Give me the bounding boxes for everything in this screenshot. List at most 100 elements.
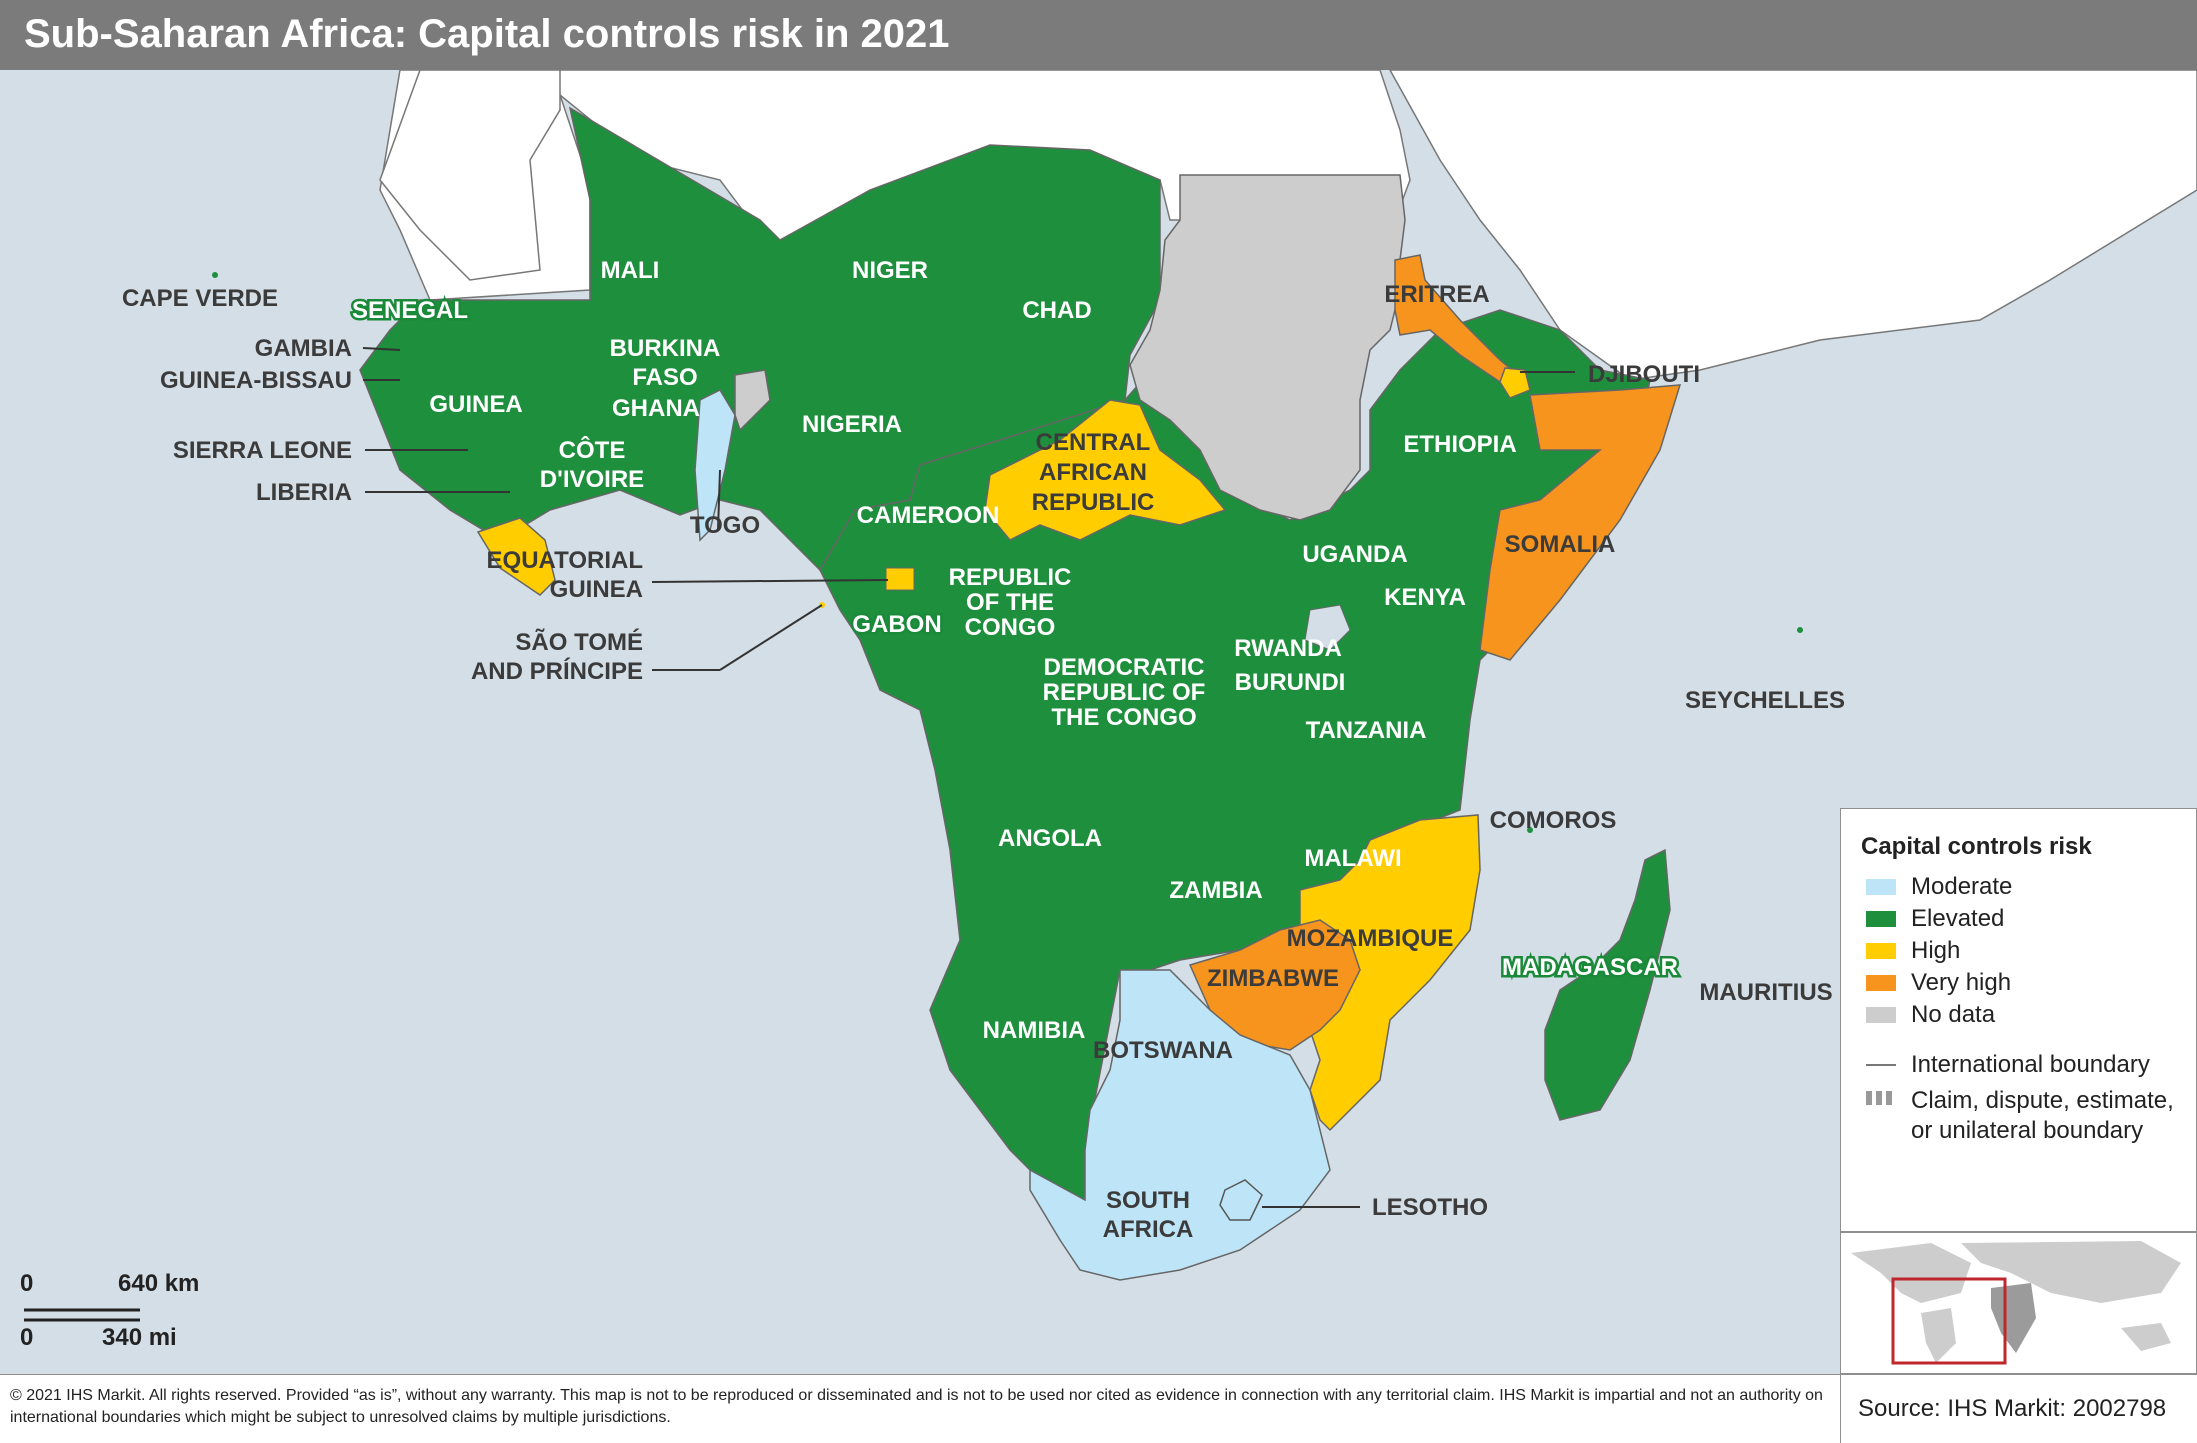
label-drc-1: DEMOCRATIC (1044, 654, 1205, 681)
label-madagascar: MADAGASCAR (1502, 954, 1678, 981)
legend-swatch (1866, 1007, 1896, 1023)
label-gabon: GABON (852, 611, 941, 638)
inset-africa (1991, 1283, 2036, 1353)
source-text: Source: IHS Markit: 2002798 (1858, 1395, 2167, 1422)
label-niger: NIGER (852, 257, 928, 284)
inset-eurasia (1961, 1241, 2181, 1303)
label-zambia: ZAMBIA (1169, 877, 1262, 904)
label-roc-1: REPUBLIC (949, 564, 1072, 591)
legend-title: Capital controls risk (1861, 833, 2092, 860)
label-mali: MALI (601, 257, 660, 284)
label-comoros: COMOROS (1490, 807, 1617, 834)
label-roc-2: OF THE (966, 589, 1054, 616)
leader-lines (362, 347, 1575, 1208)
region-liberia[interactable] (476, 517, 556, 596)
legend-swatch (1866, 943, 1896, 959)
label-togo: TOGO (690, 512, 760, 539)
arabia-land (1389, 70, 2197, 381)
label-eq-guinea-2: GUINEA (550, 576, 643, 603)
title-bar: Sub-Saharan Africa: Capital controls ris… (0, 0, 2197, 70)
region-togo-grey[interactable] (734, 369, 771, 432)
region-somalia[interactable] (1479, 384, 1682, 661)
legend-label: Elevated (1911, 905, 2005, 932)
label-angola: ANGOLA (998, 825, 1102, 852)
map-canvas[interactable]: MALI NIGER CHAD CAPE VERDE SENEGAL GAMBI… (0, 70, 2197, 1374)
legend-label: International boundary (1911, 1051, 2150, 1078)
label-cote-2: D'IVOIRE (540, 466, 644, 493)
legend-label: Moderate (1911, 873, 2013, 900)
world-locator-map (1851, 1241, 2181, 1365)
region-comoros-dot (1527, 827, 1533, 833)
region-madagascar[interactable] (1544, 848, 1671, 1121)
scale-km-value: 640 km (118, 1270, 200, 1297)
label-senegal: SENEGAL (352, 297, 468, 324)
label-seychelles: SEYCHELLES (1685, 687, 1845, 714)
label-guinea: GUINEA (429, 391, 522, 418)
label-botswana: BOTSWANA (1093, 1037, 1233, 1064)
boundary-line-icon (1866, 1064, 1896, 1066)
label-somalia: SOMALIA (1505, 531, 1616, 558)
label-car-2: AFRICAN (1039, 459, 1147, 486)
region-seychelles-dot (1797, 627, 1803, 633)
label-chad: CHAD (1022, 297, 1091, 324)
label-rwanda: RWANDA (1234, 635, 1342, 662)
region-benin[interactable] (694, 389, 736, 542)
legend-label: No data (1911, 1001, 1996, 1028)
label-burundi: BURUNDI (1235, 669, 1346, 696)
region-mozambique[interactable] (1299, 814, 1481, 1132)
legend-swatch (1866, 879, 1896, 895)
legend-label: Very high (1911, 969, 2012, 996)
region-equatorial-guinea[interactable] (885, 567, 915, 591)
region-lesotho[interactable] (1219, 1179, 1263, 1221)
region-west-africa[interactable] (359, 106, 1161, 572)
label-burkina-1: BURKINA (610, 335, 721, 362)
scale-mi-zero: 0 (20, 1324, 34, 1351)
label-nigeria: NIGERIA (802, 411, 902, 438)
legend: Capital controls risk Moderate Elevated … (1840, 808, 2197, 1232)
label-sao-tome-1: SÃO TOMÉ (515, 628, 643, 656)
label-sierra-leone: SIERRA LEONE (173, 437, 352, 464)
scale-km-zero: 0 (20, 1270, 34, 1297)
footer-divider (1840, 1375, 1841, 1443)
label-mozambique: MOZAMBIQUE (1287, 925, 1454, 952)
label-south-africa-1: SOUTH (1106, 1187, 1190, 1214)
label-roc-3: CONGO (965, 614, 1056, 641)
map-title: Sub-Saharan Africa: Capital controls ris… (24, 12, 950, 56)
label-ethiopia: ETHIOPIA (1403, 431, 1516, 458)
label-lesotho: LESOTHO (1372, 1194, 1488, 1221)
label-sao-tome-2: AND PRÍNCIPE (471, 657, 643, 685)
disclaimer-text: © 2021 IHS Markit. All rights reserved. … (10, 1387, 1823, 1426)
label-uganda: UGANDA (1302, 541, 1407, 568)
label-malawi: MALAWI (1304, 845, 1401, 872)
label-eq-guinea-1: EQUATORIAL (487, 547, 643, 574)
label-cote-1: CÔTE (559, 436, 626, 464)
label-drc-2: REPUBLIC OF (1043, 679, 1206, 706)
dashed-boundary-icon (1866, 1091, 1896, 1105)
inset-highlight-box (1891, 1277, 2007, 1365)
label-cameroon: CAMEROON (857, 502, 1000, 529)
label-liberia: LIBERIA (256, 479, 352, 506)
label-djibouti: DJIBOUTI (1588, 361, 1700, 388)
locator-inset (1840, 1232, 2197, 1374)
region-djibouti[interactable] (1499, 367, 1531, 399)
western-sahara-land (379, 70, 561, 281)
inset-australia (2121, 1323, 2171, 1351)
label-south-africa-2: AFRICA (1103, 1216, 1194, 1243)
label-eritrea: ERITREA (1384, 281, 1489, 308)
label-burkina-2: FASO (632, 364, 697, 391)
label-car-1: CENTRAL (1036, 429, 1151, 456)
label-mauritius: MAURITIUS (1699, 979, 1832, 1006)
label-gambia: GAMBIA (255, 335, 352, 362)
label-zimbabwe: ZIMBABWE (1207, 965, 1339, 992)
map-area[interactable]: MALI NIGER CHAD CAPE VERDE SENEGAL GAMBI… (0, 70, 2197, 1374)
label-kenya: KENYA (1384, 584, 1466, 611)
legend-swatch (1866, 911, 1896, 927)
label-car-3: REPUBLIC (1032, 489, 1155, 516)
lake-victoria (1304, 604, 1351, 651)
label-guinea-bissau: GUINEA-BISSAU (160, 367, 352, 394)
legend-label: High (1911, 937, 1961, 964)
label-cape-verde: CAPE VERDE (122, 285, 278, 312)
scale-bar (24, 1308, 140, 1322)
region-car[interactable] (984, 399, 1227, 541)
inset-americas-north (1851, 1243, 1971, 1303)
